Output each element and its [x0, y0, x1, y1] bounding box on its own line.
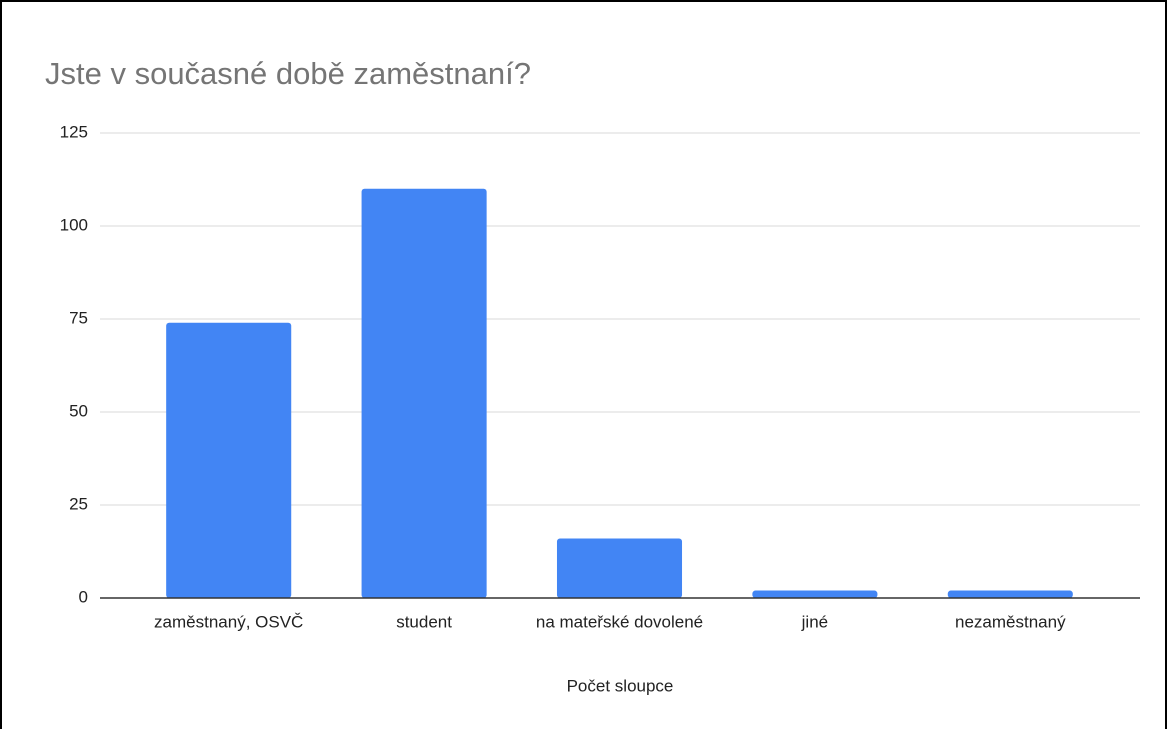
y-tick-label: 50 [69, 401, 88, 420]
x-tick-label: zaměstnaný, OSVČ [154, 612, 303, 631]
x-tick-label: na mateřské dovolené [536, 612, 703, 631]
y-tick-label: 25 [69, 494, 88, 513]
y-tick-label: 125 [60, 122, 88, 141]
bar [752, 590, 878, 598]
x-tick-label: jiné [801, 612, 828, 631]
x-tick-label: student [396, 612, 452, 631]
bar [556, 538, 683, 598]
bar [166, 322, 292, 598]
chart-title: Jste v současné době zaměstnaní? [45, 56, 531, 91]
x-axis-label: Počet sloupce [567, 676, 674, 695]
y-tick-label: 75 [69, 308, 88, 327]
bar [361, 188, 487, 599]
y-tick-label: 100 [60, 215, 88, 234]
y-tick-label: 0 [79, 587, 88, 606]
bar [947, 590, 1073, 598]
x-tick-label: nezaměstnaný [955, 612, 1066, 631]
